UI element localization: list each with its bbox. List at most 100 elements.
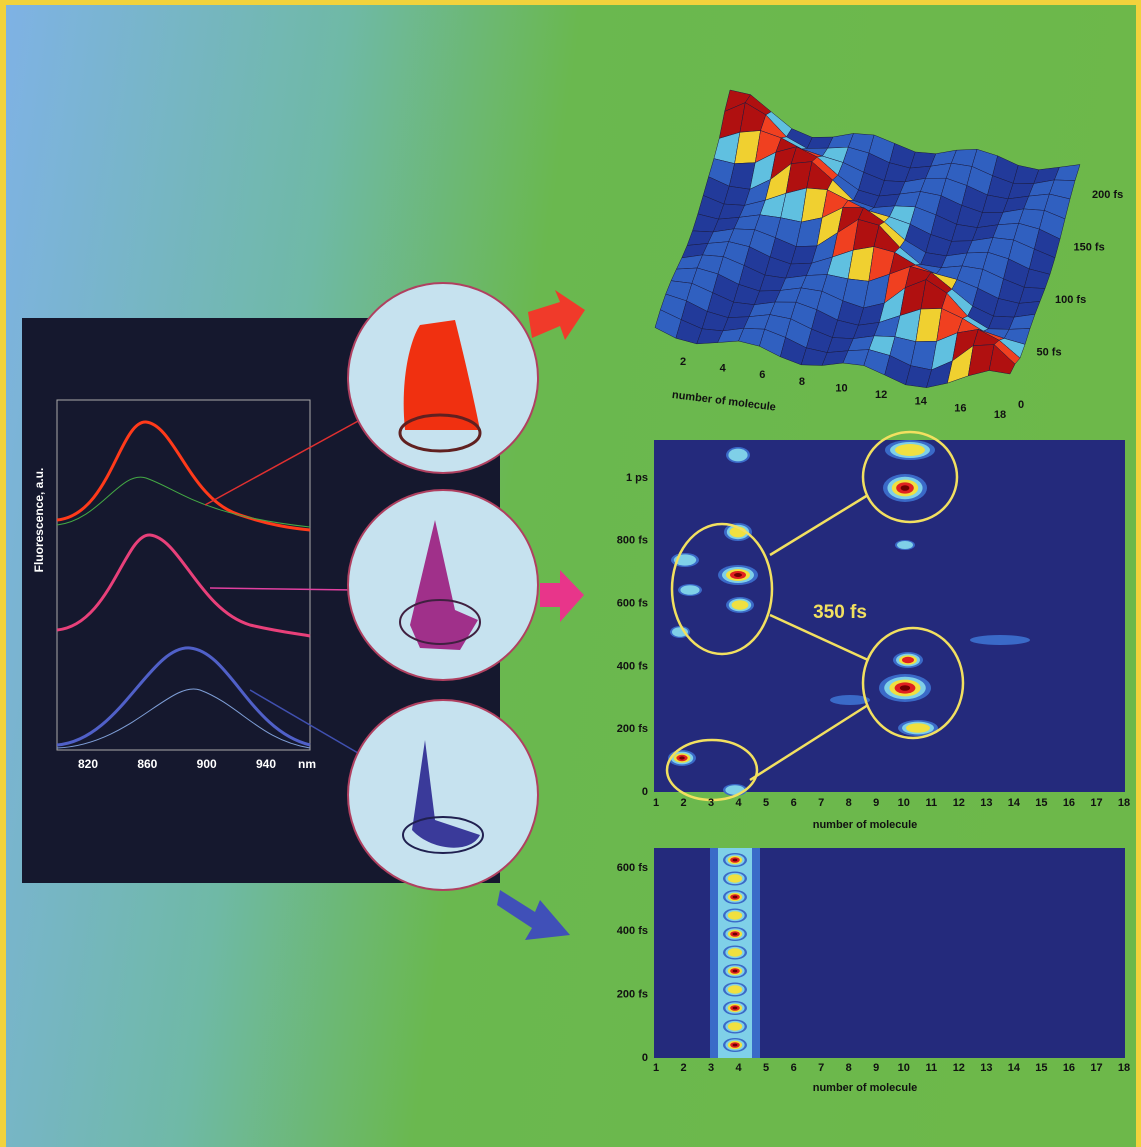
- tick-label: 13: [980, 797, 992, 809]
- tick-label: 17: [1090, 797, 1102, 809]
- contour-level: [897, 541, 913, 549]
- tick-label: 2: [680, 356, 686, 368]
- tick-label: 16: [954, 402, 966, 414]
- tick-label: 800 fs: [617, 535, 648, 547]
- contour-bottom-blobs: [710, 848, 760, 1058]
- arrow-pink: [540, 570, 584, 622]
- contour-level: [727, 911, 743, 920]
- contour-level: [895, 444, 925, 456]
- tick-label: 1: [653, 797, 659, 809]
- tick-label: 6: [791, 797, 797, 809]
- contour-top-blobs: [668, 440, 1030, 796]
- tick-label: 150 fs: [1074, 241, 1105, 253]
- tick-label: 12: [875, 389, 887, 401]
- tick-label: 13: [980, 1062, 992, 1074]
- spectra-axes: [56, 399, 311, 751]
- contour-level: [902, 656, 914, 664]
- tick-label: 600 fs: [617, 598, 648, 610]
- inset-shape: [410, 520, 478, 650]
- tick-label: 2: [680, 797, 686, 809]
- spectrum-component: [56, 688, 311, 749]
- tick-label: 400 fs: [617, 925, 648, 937]
- highlight-ellipses: [665, 430, 965, 802]
- tick-label: 5: [763, 1062, 769, 1074]
- tick-label: 860: [137, 757, 157, 771]
- tick-label: 3: [708, 797, 714, 809]
- x-unit: nm: [298, 757, 316, 771]
- tick-label: 50 fs: [1037, 346, 1062, 358]
- connector: [204, 419, 361, 506]
- contour-level: [728, 448, 748, 462]
- contour-level: [900, 485, 910, 491]
- tick-label: 7: [818, 1062, 824, 1074]
- tick-label: 6: [791, 1062, 797, 1074]
- contour-level: [830, 695, 870, 705]
- tick-label: 4: [736, 1062, 743, 1074]
- contour-level: [732, 895, 738, 899]
- tick-label: 2: [680, 1062, 686, 1074]
- contour-level: [732, 969, 738, 973]
- tick-label: 18: [994, 409, 1006, 421]
- inset-ring: [402, 816, 484, 854]
- spectrum-pink: [56, 533, 311, 638]
- tick-label: 900: [197, 757, 217, 771]
- tick-label: 8: [846, 1062, 852, 1074]
- connector: [249, 689, 371, 761]
- contour-top-plot: [654, 440, 1125, 792]
- tick-label: 200 fs: [617, 989, 648, 1001]
- contour-level: [906, 723, 930, 733]
- spectrum-blue: [56, 646, 311, 747]
- tick-label: 3: [708, 1062, 714, 1074]
- right-border: [1136, 0, 1141, 1147]
- tick-label: 940: [256, 757, 276, 771]
- tick-label: 10: [898, 797, 910, 809]
- contour-level: [680, 585, 700, 595]
- x-label: number of molecule: [813, 1082, 918, 1094]
- y-label: Fluorescence, a.u.: [32, 468, 46, 573]
- inset-ring: [399, 599, 481, 645]
- inset-ring: [398, 413, 482, 453]
- left-border: [0, 0, 6, 1147]
- tick-label: 6: [759, 369, 765, 381]
- contour-level: [679, 756, 685, 760]
- x-label: number of molecule: [813, 819, 918, 831]
- contour-level: [732, 858, 738, 862]
- tick-label: 17: [1090, 1062, 1102, 1074]
- tick-label: 11: [925, 1062, 937, 1074]
- annotation: 350 fs: [813, 602, 867, 623]
- tick-label: 0: [642, 1052, 648, 1064]
- surface-cell: [988, 344, 1016, 375]
- tick-label: 0: [1018, 399, 1024, 411]
- tick-label: 1: [653, 1062, 659, 1074]
- tick-label: 10: [898, 1062, 910, 1074]
- inset-shape: [403, 320, 480, 430]
- spectrum-red: [56, 420, 311, 532]
- tick-label: 1 ps: [626, 472, 648, 484]
- tick-label: 4: [736, 797, 743, 809]
- contour-level: [899, 685, 911, 691]
- tick-label: 16: [1063, 1062, 1075, 1074]
- connector: [209, 587, 356, 591]
- contour-level: [727, 948, 743, 957]
- tick-label: 8: [846, 797, 852, 809]
- tick-label: 9: [873, 1062, 879, 1074]
- tick-label: 200 fs: [1092, 189, 1123, 201]
- spectrum-component: [56, 476, 311, 528]
- top-border: [0, 0, 1141, 5]
- tick-label: 8: [799, 376, 805, 388]
- tick-label: 16: [1063, 797, 1075, 809]
- tick-label: 7: [818, 797, 824, 809]
- tick-label: 9: [873, 797, 879, 809]
- surface-plot: [654, 89, 1081, 388]
- tick-label: 18: [1118, 1062, 1130, 1074]
- contour-level: [970, 635, 1030, 645]
- tick-label: 4: [720, 363, 727, 375]
- contour-level: [732, 1006, 738, 1010]
- tick-label: 10: [835, 382, 847, 394]
- contour-level: [732, 1043, 738, 1047]
- tick-label: 15: [1035, 797, 1047, 809]
- tick-label: 100 fs: [1055, 294, 1086, 306]
- tick-label: 0: [642, 786, 648, 798]
- tick-label: 15: [1035, 1062, 1047, 1074]
